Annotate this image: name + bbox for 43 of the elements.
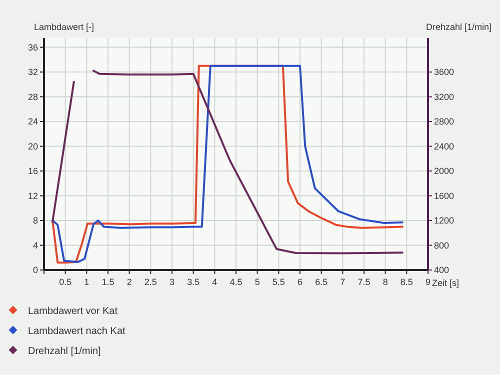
y-tick-label: 0 (32, 265, 38, 275)
y2-tick-label: 3200 (434, 92, 454, 102)
y2-tick-label: 400 (434, 265, 450, 275)
x-tick-label: 6 (297, 277, 303, 287)
x-tick-label: 5 (254, 277, 260, 287)
x-tick-label: 7 (340, 277, 346, 287)
y-tick-label: 24 (28, 116, 38, 127)
y2-tick-label: 1200 (434, 216, 454, 226)
x-tick-label: 1.5 (102, 277, 114, 287)
y2-axis-title: Drehzahl [1/min] (426, 22, 492, 32)
y-tick-label: 20 (28, 141, 38, 152)
y2-tick-label: 1600 (434, 190, 454, 201)
x-tick-label: 3 (169, 277, 175, 287)
x-tick-label: 1 (84, 277, 90, 287)
y-tick-label: 16 (28, 166, 38, 176)
y-tick-label: 32 (28, 67, 38, 78)
y2-tick-label: 2000 (434, 166, 454, 176)
x-tick-label: 3.5 (187, 277, 200, 287)
x-tick-label: 7.5 (358, 277, 370, 287)
y-tick-label: 8 (32, 216, 38, 226)
legend-label: Lambdawert nach Kat (28, 326, 126, 337)
y-tick-label: 28 (28, 92, 38, 102)
x-tick-label: 4 (212, 277, 218, 287)
y2-tick-label: 3600 (434, 67, 454, 78)
y2-tick-label: 2400 (434, 141, 454, 152)
y-tick-label: 36 (28, 42, 38, 52)
x-tick-label: 8 (382, 277, 388, 287)
x-tick-label: 2 (126, 277, 132, 287)
x-tick-label: 9 (425, 277, 431, 287)
x-tick-label: 0.5 (59, 277, 72, 287)
x-axis-title: Zeit [s] (432, 278, 460, 288)
y2-tick-label: 800 (434, 240, 450, 250)
x-tick-label: 5.5 (272, 277, 285, 287)
legend-label: Lambdawert vor Kat (28, 306, 118, 317)
x-tick-label: 2.5 (144, 277, 157, 287)
y-axis-title: Lambdawert [-] (34, 22, 94, 32)
legend-label: Drehzahl [1/min] (28, 346, 102, 357)
y-tick-label: 4 (32, 240, 38, 250)
x-tick-label: 6.5 (315, 277, 328, 287)
y-tick-label: 12 (28, 190, 38, 201)
y2-tick-label: 2800 (434, 116, 454, 127)
x-tick-label: 4.5 (230, 277, 242, 287)
x-tick-label: 8.5 (400, 277, 413, 287)
